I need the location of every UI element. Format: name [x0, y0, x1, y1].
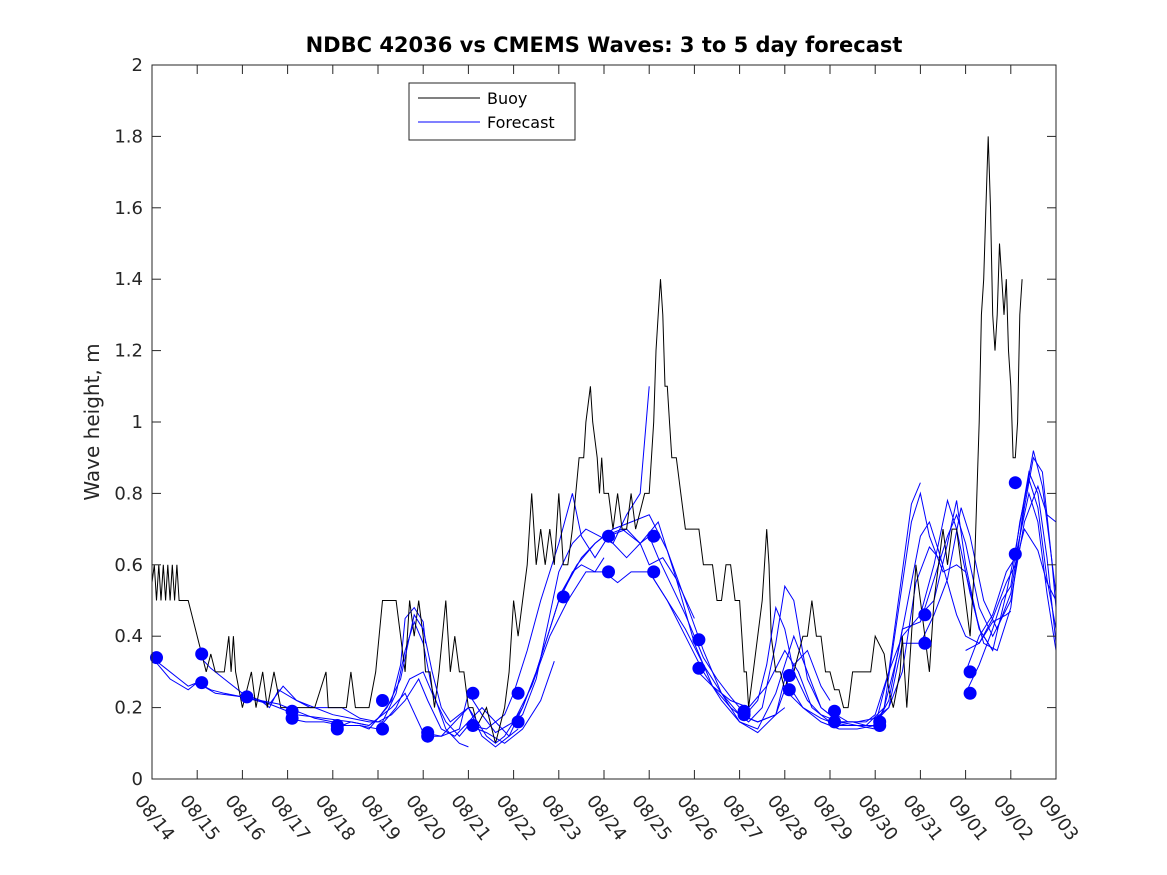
- axes-background: [152, 65, 1056, 779]
- forecast-marker-32: [918, 636, 932, 650]
- forecast-marker-30: [873, 719, 887, 732]
- forecast-marker-35: [1008, 476, 1022, 490]
- forecast-curve-2: [242, 677, 519, 737]
- y-tick-label: 0.8: [114, 483, 143, 504]
- forecast-marker-24: [737, 708, 751, 722]
- y-tick-label: 0: [132, 769, 143, 790]
- y-tick-label: 0.2: [114, 698, 143, 719]
- forecast-marker-1: [195, 647, 209, 661]
- y-tick-label: 1: [132, 412, 143, 433]
- legend-buoy-label: Buoy: [487, 89, 527, 108]
- forecast-marker-2: [195, 676, 209, 690]
- forecast-marker-5: [285, 711, 299, 725]
- forecast-marker-28: [828, 715, 841, 729]
- forecast-marker-31: [918, 608, 932, 622]
- forecast-marker-36: [1008, 547, 1022, 561]
- marker-layer: [150, 476, 1022, 743]
- forecast-marker-9: [376, 722, 389, 736]
- y-tick-label: 2: [132, 55, 143, 76]
- forecast-curve-6: [468, 493, 695, 730]
- forecast-marker-8: [376, 694, 389, 707]
- forecast-marker-16: [556, 590, 570, 604]
- chart-title: NDBC 42036 vs CMEMS Waves: 3 to 5 day fo…: [306, 33, 903, 57]
- forecast-marker-26: [782, 683, 796, 697]
- forecast-curve-16: [920, 470, 1057, 652]
- forecast-marker-25: [782, 669, 796, 682]
- forecast-marker-3: [240, 690, 254, 704]
- forecast-marker-27: [828, 704, 841, 718]
- forecast-marker-15: [511, 715, 525, 729]
- forecast-marker-22: [692, 661, 706, 675]
- forecast-marker-34: [963, 686, 977, 700]
- legend-box: [408, 82, 576, 141]
- forecast-curve-19: [965, 610, 1012, 651]
- legend-forecast-label: Forecast: [487, 113, 555, 132]
- forecast-curve-12: [739, 482, 921, 730]
- legend: Buoy Forecast: [408, 82, 576, 141]
- forecast-marker-12: [466, 686, 480, 700]
- y-tick-label: 1.4: [114, 269, 143, 290]
- forecast-marker-19: [647, 529, 661, 543]
- plot-area: 08/1408/1508/1608/1708/1808/1908/2008/21…: [114, 55, 1082, 845]
- forecast-marker-11: [421, 729, 435, 743]
- forecast-marker-20: [647, 565, 661, 579]
- forecast-marker-18: [602, 565, 615, 579]
- y-tick-label: 0.6: [114, 555, 143, 576]
- y-axis-label: Wave height, m: [80, 343, 104, 500]
- forecast-marker-7: [330, 722, 344, 736]
- forecast-marker-0: [150, 651, 163, 665]
- y-tick-label: 1.6: [114, 198, 143, 219]
- forecast-series-line: [151, 520, 1057, 744]
- forecast-marker-17: [602, 529, 615, 543]
- forecast-marker-13: [466, 719, 480, 732]
- y-tick-label: 1.2: [114, 341, 143, 362]
- y-tick-label: 1.8: [114, 126, 143, 147]
- buoy-series-line: [151, 136, 1023, 744]
- forecast-marker-33: [963, 665, 977, 679]
- forecast-marker-14: [511, 686, 525, 700]
- y-tick-label: 0.4: [114, 626, 143, 647]
- forecast-marker-21: [692, 633, 706, 647]
